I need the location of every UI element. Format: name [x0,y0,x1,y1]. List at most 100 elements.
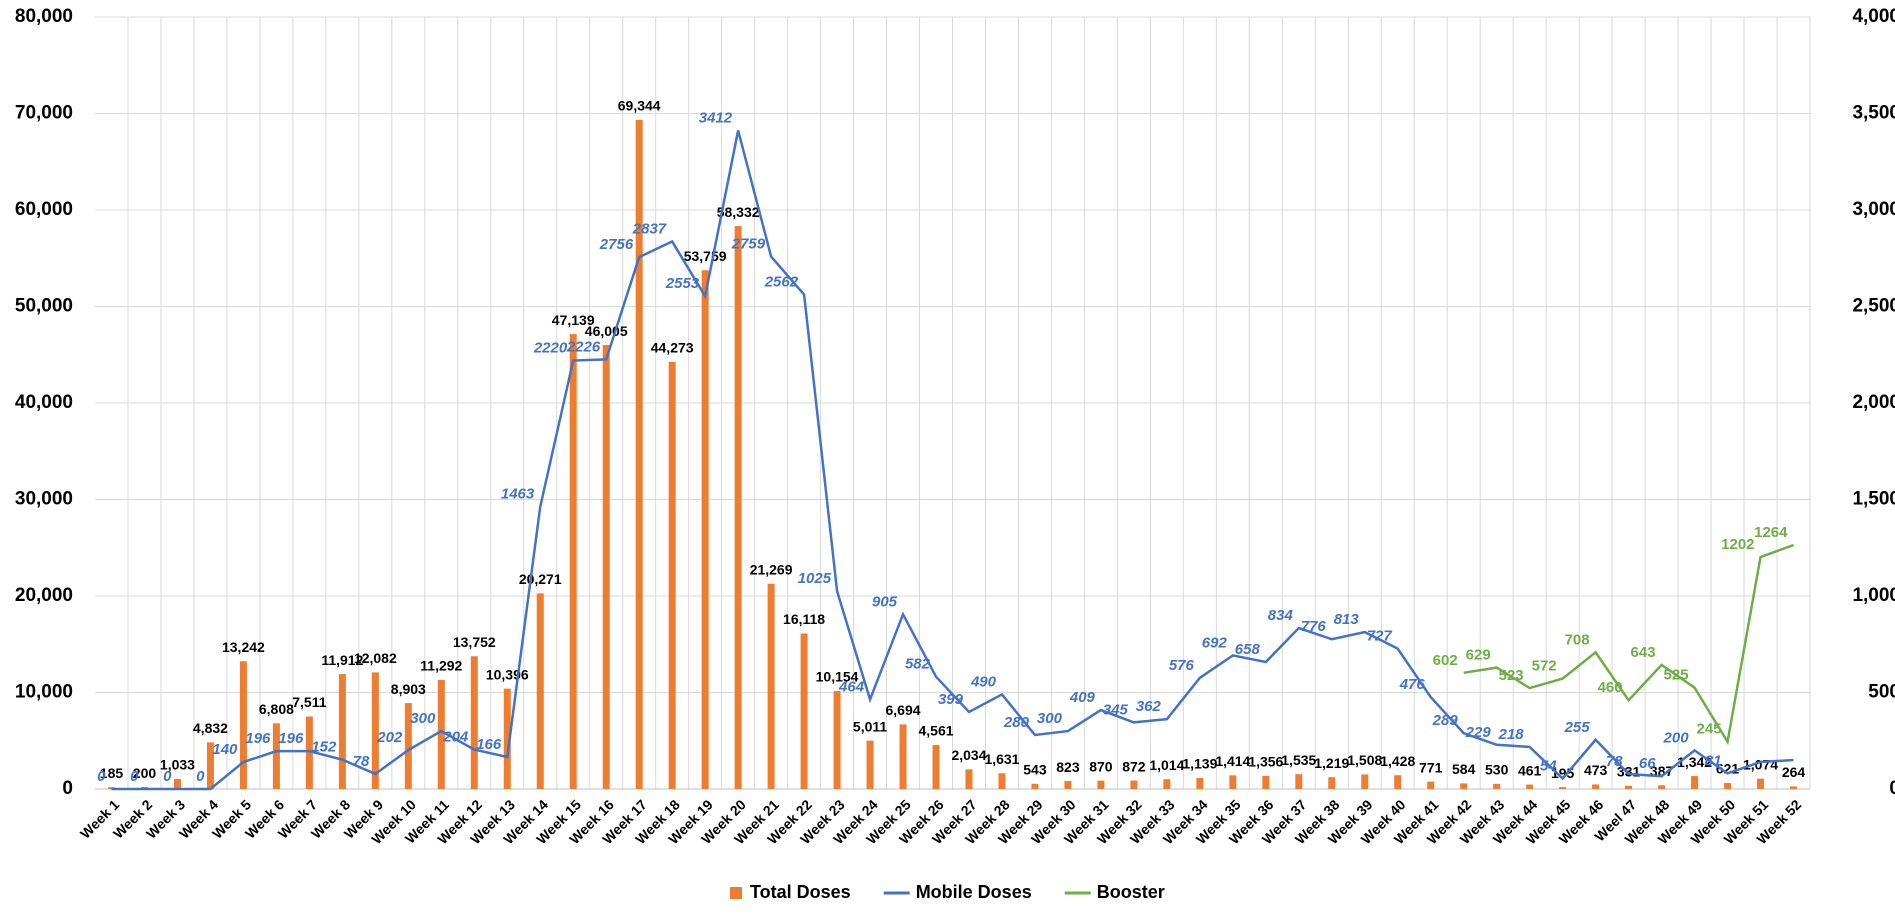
y2-tick-label: 2,500 [1852,296,1895,317]
bar [1064,781,1072,789]
data-label: 1,219 [1314,755,1349,771]
bar [767,583,775,789]
bar [1394,775,1402,789]
data-label: 289 [1432,712,1459,729]
bar [173,779,181,789]
data-label: 2226 [566,338,601,355]
data-label: 2220 [533,340,568,357]
bar [866,740,874,789]
data-label: 140 [212,741,238,758]
data-label: 464 [838,678,865,695]
data-label: 473 [1584,762,1608,778]
data-label: 10,396 [486,666,529,682]
data-label: 245 [1697,721,1722,738]
legend-label: Booster [1097,882,1165,902]
y-tick-label: 60,000 [15,199,73,220]
y2-tick-label: 1,500 [1852,489,1895,510]
bar [1328,777,1336,789]
data-label: 255 [1564,719,1591,736]
data-label: 460 [1598,679,1623,696]
data-label: 200 [1663,729,1690,746]
data-label: 776 [1301,618,1327,635]
data-label: 300 [410,710,436,727]
data-label: 8,903 [391,681,426,697]
data-label: 280 [1003,714,1030,731]
bar [833,691,841,789]
data-label: 13,752 [453,634,496,650]
data-label: 78 [1606,753,1623,770]
y2-tick-label: 4,000 [1852,6,1895,27]
data-label: 78 [353,753,370,770]
data-label: 200 [133,765,157,781]
data-label: 1,508 [1347,752,1382,768]
data-label: 195 [1551,765,1575,781]
bar [470,656,478,789]
data-label: 582 [905,656,931,673]
bar [503,688,511,789]
bar [1295,774,1303,789]
data-label: 572 [1532,658,1557,675]
legend-swatch [730,887,742,899]
data-label: 58,332 [717,204,760,220]
bar [1625,785,1633,789]
data-label: 152 [311,739,337,756]
bar [1427,781,1435,789]
data-label: 476 [1399,676,1426,693]
bar [437,680,445,789]
y2-tick-label: 3,500 [1852,103,1895,124]
y2-tick-label: 1,000 [1852,585,1895,606]
bar [1790,786,1798,789]
y-tick-label: 80,000 [15,6,73,27]
bar [1097,780,1105,789]
data-label: 1264 [1754,524,1788,541]
data-label: 0 [130,768,139,785]
bar [635,119,643,790]
data-label: 1,033 [160,757,195,773]
data-label: 727 [1367,628,1393,645]
bar [1460,783,1468,789]
data-label: 461 [1518,762,1542,778]
data-label: 490 [970,673,997,690]
data-label: 81 [1705,752,1722,769]
data-label: 2756 [599,236,634,253]
bar [1196,778,1204,789]
data-label: 629 [1466,647,1491,664]
data-label: 1463 [501,486,535,503]
data-label: 1025 [798,570,832,587]
data-label: 13,242 [222,639,265,655]
data-label: 692 [1202,634,1228,651]
data-label: 1,428 [1380,753,1415,769]
data-label: 399 [938,691,964,708]
data-label: 523 [1499,667,1524,684]
y-tick-label: 10,000 [15,682,73,703]
data-label: 5,011 [853,718,887,734]
bar [734,226,742,790]
y2-tick-label: 2,000 [1852,392,1895,413]
data-label: 409 [1069,689,1096,706]
bar [701,270,709,789]
bar [1493,783,1501,789]
data-label: 4,832 [193,720,228,736]
legend-label: Total Doses [750,882,851,902]
bar [338,674,346,789]
data-label: 229 [1465,724,1492,741]
y-tick-label: 40,000 [15,392,73,413]
data-label: 6,808 [259,701,294,717]
bar [1262,775,1270,789]
bar [1757,778,1765,789]
data-label: 69,344 [618,98,661,114]
data-label: 813 [1334,611,1360,628]
bar [800,633,808,789]
y-tick-label: 0 [62,778,73,799]
data-label: 905 [872,593,898,610]
bar [239,661,247,789]
bar [1724,783,1732,789]
data-label: 872 [1122,758,1146,774]
data-label: 264 [1782,764,1806,780]
data-label: 204 [442,729,469,746]
data-label: 823 [1056,759,1080,775]
data-label: 11,912 [321,652,363,668]
data-label: 2837 [632,220,667,237]
data-label: 47,139 [552,312,595,328]
bar [1361,774,1369,789]
